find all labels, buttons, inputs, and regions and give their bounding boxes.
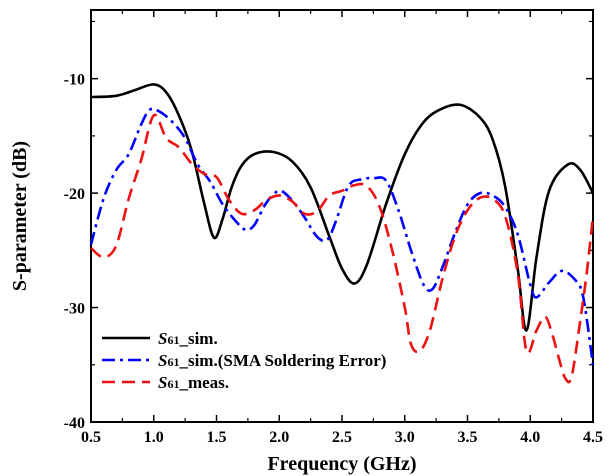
tick-labels: 0.5 1.0 1.5 2.0 2.5 3.0 3.5 4.0 4.5 -40 -30 -20 -10 [64, 72, 603, 446]
x-tick-label: 2.5 [332, 429, 352, 446]
x-tick-label: 4.0 [520, 429, 540, 446]
legend-label-1: S61_sim. [158, 329, 218, 348]
x-tick-label: 2.0 [269, 429, 289, 446]
series-line-3 [90, 113, 595, 384]
y-tick-label: -40 [64, 415, 85, 432]
x-tick-label: 4.5 [583, 429, 603, 446]
series-line-1 [90, 83, 595, 332]
x-tick-label: 0.5 [81, 429, 101, 446]
legend: S61_sim. S61_sim.(SMA Soldering Error) S61… [102, 329, 386, 392]
y-tick-label: -30 [64, 301, 85, 318]
x-tick-label: 1.5 [207, 429, 227, 446]
series-lines [89, 83, 595, 384]
y-tick-label: -10 [64, 72, 85, 89]
y-tick-label: -20 [64, 186, 85, 203]
axis-ticks [90, 10, 594, 423]
x-axis-title: Frequency (GHz) [267, 453, 416, 475]
x-tick-label: 3.0 [395, 429, 415, 446]
series-line-2 [89, 107, 595, 365]
legend-label-2: S61_sim.(SMA Soldering Error) [158, 351, 386, 370]
x-tick-label: 3.5 [458, 429, 478, 446]
y-axis-title: S-parameter (dB) [9, 141, 31, 291]
x-tick-label: 1.0 [144, 429, 164, 446]
legend-label-3: S61_meas. [158, 373, 229, 392]
